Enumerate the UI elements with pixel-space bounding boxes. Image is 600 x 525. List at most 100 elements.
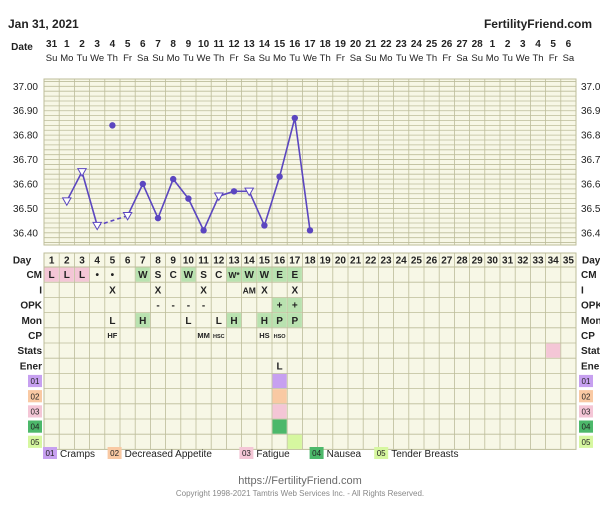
date-tick-label: 16: [289, 39, 301, 50]
chart-date: Jan 31, 2021: [8, 17, 79, 31]
obs-cell-text: L: [79, 270, 85, 281]
row-label-right: 02: [582, 392, 591, 401]
temp-line-segment: [142, 183, 159, 219]
obs-cell-fill: [135, 313, 150, 328]
temperature-grid-bg: [43, 78, 577, 246]
temp-point: [185, 195, 192, 202]
date-tick-label: 11: [214, 39, 225, 50]
obs-cell-fill: [272, 267, 287, 282]
obs-cell-fill: [181, 267, 196, 282]
legend-label: Tender Breasts: [391, 449, 458, 460]
obs-cell-fill: [135, 267, 150, 282]
day-tick-label: 12: [213, 256, 225, 267]
obs-cell-text: -: [202, 301, 205, 312]
weekday-tick-label: Sa: [350, 53, 362, 64]
obs-cell-text: E: [276, 270, 283, 281]
obs-cell-fill: [272, 419, 287, 434]
date-axis-label: Date: [11, 42, 33, 53]
date-tick-label: 26: [441, 39, 453, 50]
temp-point: [170, 175, 177, 183]
weekday-tick-label: Mo: [273, 53, 286, 64]
date-tick-label: 21: [365, 39, 377, 50]
row-label-swatch-left: [28, 374, 42, 388]
y-tick-label-right: 36.70: [581, 155, 600, 166]
day-tick-label: 24: [396, 256, 408, 267]
temp-line-segment: [202, 195, 220, 231]
obs-cell-text: W: [138, 270, 148, 281]
date-tick-label: 2: [79, 39, 85, 50]
brand-link[interactable]: FertilityFriend.com: [483, 17, 592, 31]
obs-cell-fill: [272, 313, 287, 328]
day-tick-label: 16: [274, 256, 286, 267]
legend-code: 01: [46, 449, 55, 458]
row-label-left: 05: [31, 438, 40, 447]
row-label-left: Stats: [18, 346, 43, 357]
weekday-tick-label: We: [303, 53, 317, 64]
weekday-tick-label: Th: [426, 53, 437, 64]
obs-cell-text: MM: [197, 331, 210, 340]
obs-cell-fill: [287, 297, 302, 313]
date-tick-label: 22: [380, 39, 392, 50]
temp-point-open: [122, 212, 133, 221]
y-tick-label-right: 36.40: [581, 228, 600, 239]
temp-point-open: [92, 221, 103, 231]
y-tick-label-left: 36.40: [13, 228, 38, 239]
row-label-left: Ener: [20, 361, 42, 372]
date-tick-label: 5: [125, 39, 131, 50]
weekday-tick-label: Th: [213, 53, 224, 64]
temp-line-segment: [248, 190, 266, 226]
obs-cell-text: H: [230, 316, 237, 327]
day-tick-label: 7: [140, 256, 146, 267]
date-tick-label: 6: [140, 39, 146, 50]
y-tick-label-right: 36.80: [581, 131, 600, 142]
chart-labels: Date 31 1 2 3 4 5 6 7 8 9 10 11 12 13 14 15 16 17 18 19 20 21 2…: [11, 39, 600, 460]
weekday-tick-label: Mo: [486, 53, 499, 64]
obs-cell-text: HF: [107, 331, 117, 340]
day-tick-label: 32: [517, 256, 529, 267]
row-label-left: 03: [31, 408, 40, 417]
obs-cell-fill: [226, 313, 242, 328]
row-label-right: Stats: [581, 346, 600, 357]
weekday-tick-label: Th: [320, 53, 331, 64]
day-tick-label: 25: [411, 256, 423, 267]
row-label-left: CM: [26, 270, 42, 281]
obs-cell-text: L: [185, 316, 191, 327]
obs-cell-text: L: [49, 270, 55, 281]
date-tick-label: 24: [411, 39, 423, 50]
day-tick-label: 20: [335, 256, 347, 267]
obs-cell-text: W: [184, 270, 194, 281]
row-label-swatch-left: [28, 405, 42, 418]
obs-cell-text: H: [261, 316, 268, 327]
obs-cell-text: X: [109, 285, 116, 296]
obs-cell-text: +: [292, 301, 298, 312]
legend-code: 02: [110, 449, 119, 458]
legend-swatch: [43, 447, 57, 459]
date-tick-label: 10: [198, 39, 210, 50]
row-label-swatch-right: [579, 435, 593, 448]
row-label-right: Mon: [581, 316, 600, 327]
row-label-right: Ener: [581, 361, 600, 372]
obs-cell-text: L: [277, 361, 283, 372]
day-tick-label: 26: [426, 256, 438, 267]
obs-cell-text: -: [187, 301, 190, 312]
day-axis-label: Day: [13, 256, 32, 267]
row-label-swatch-left: [28, 390, 42, 403]
weekday-tick-label: Mo: [167, 53, 180, 64]
weekday-tick-label: Fr: [442, 53, 451, 64]
day-tick-label: 27: [441, 256, 453, 267]
day-tick-label: 31: [502, 256, 514, 267]
weekday-tick-label: Su: [471, 53, 483, 64]
date-tick-label: 6: [566, 39, 572, 50]
footer-url[interactable]: https://FertilityFriend.com: [238, 475, 362, 487]
obs-cell-text: S: [155, 270, 162, 281]
day-tick-label: 34: [548, 256, 560, 267]
day-tick-label: 21: [350, 256, 362, 267]
obs-cell-fill: [287, 434, 302, 449]
row-label-left: 01: [31, 377, 40, 386]
y-tick-label-left: 37.00: [13, 82, 38, 93]
obs-cell-fill: [287, 267, 302, 282]
legend-code: 05: [377, 449, 386, 458]
temp-line-segment: [278, 117, 296, 177]
obs-cell-text: P: [276, 316, 283, 327]
date-tick-label: 5: [550, 39, 556, 50]
